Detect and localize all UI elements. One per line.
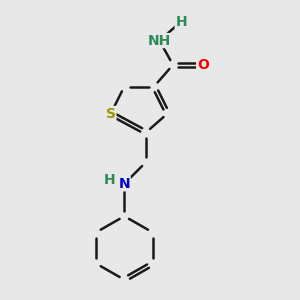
Text: O: O bbox=[197, 58, 208, 72]
Text: S: S bbox=[106, 106, 116, 121]
Text: H: H bbox=[175, 15, 187, 29]
Text: H: H bbox=[104, 173, 115, 187]
Text: NH: NH bbox=[148, 34, 171, 48]
Text: N: N bbox=[118, 177, 130, 191]
